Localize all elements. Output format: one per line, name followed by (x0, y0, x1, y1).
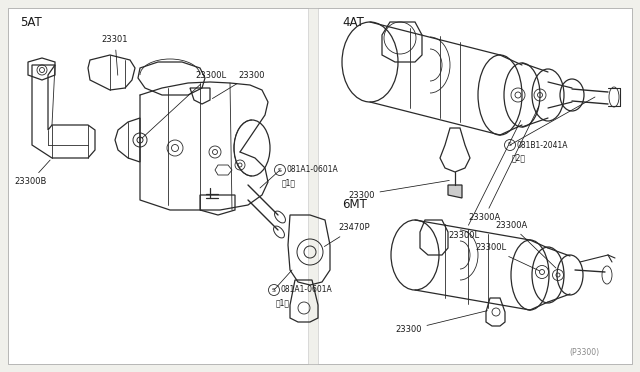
Text: 081B1-2041A: 081B1-2041A (516, 141, 568, 150)
Text: 23470P: 23470P (324, 224, 370, 247)
Text: S: S (278, 167, 282, 173)
Text: 23300: 23300 (395, 311, 487, 334)
Text: 23300B: 23300B (14, 160, 50, 186)
Text: 23300: 23300 (212, 71, 264, 99)
Text: 081A1-0601A: 081A1-0601A (287, 166, 339, 174)
Text: （1）: （1） (276, 298, 290, 308)
Text: 081A1-0601A: 081A1-0601A (280, 285, 332, 295)
Text: 4AT: 4AT (342, 16, 364, 29)
Text: 23300A: 23300A (495, 221, 556, 268)
Text: 23300A: 23300A (468, 106, 539, 222)
Text: （1）: （1） (282, 179, 296, 187)
Text: (P3300): (P3300) (570, 347, 600, 356)
Polygon shape (448, 185, 462, 198)
Text: 23300L: 23300L (475, 244, 540, 271)
Text: 23300: 23300 (348, 180, 449, 199)
Text: 23300L: 23300L (142, 71, 226, 138)
Polygon shape (318, 8, 632, 364)
Polygon shape (8, 8, 308, 364)
Text: S: S (272, 288, 276, 292)
Text: （2）: （2） (512, 154, 526, 163)
Text: 5AT: 5AT (20, 16, 42, 29)
Text: 23300L: 23300L (448, 121, 521, 240)
Text: S: S (508, 142, 512, 148)
Text: 23301: 23301 (102, 35, 128, 75)
Text: 6MT: 6MT (342, 199, 367, 212)
